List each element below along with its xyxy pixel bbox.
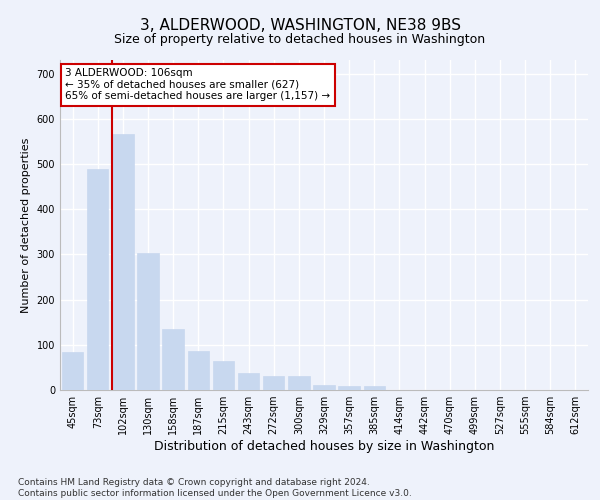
- Bar: [112, 134, 134, 390]
- X-axis label: Distribution of detached houses by size in Washington: Distribution of detached houses by size …: [154, 440, 494, 453]
- Text: Contains HM Land Registry data © Crown copyright and database right 2024.
Contai: Contains HM Land Registry data © Crown c…: [18, 478, 412, 498]
- Y-axis label: Number of detached properties: Number of detached properties: [21, 138, 31, 312]
- Bar: [213, 360, 234, 390]
- Bar: [163, 329, 184, 390]
- Bar: [338, 386, 360, 390]
- Bar: [364, 386, 385, 390]
- Text: 3 ALDERWOOD: 106sqm
← 35% of detached houses are smaller (627)
65% of semi-detac: 3 ALDERWOOD: 106sqm ← 35% of detached ho…: [65, 68, 331, 102]
- Bar: [263, 376, 284, 390]
- Bar: [288, 376, 310, 390]
- Bar: [238, 373, 259, 390]
- Text: Size of property relative to detached houses in Washington: Size of property relative to detached ho…: [115, 32, 485, 46]
- Bar: [313, 386, 335, 390]
- Text: 3, ALDERWOOD, WASHINGTON, NE38 9BS: 3, ALDERWOOD, WASHINGTON, NE38 9BS: [139, 18, 461, 32]
- Bar: [87, 170, 109, 390]
- Bar: [137, 254, 158, 390]
- Bar: [62, 352, 83, 390]
- Bar: [188, 350, 209, 390]
